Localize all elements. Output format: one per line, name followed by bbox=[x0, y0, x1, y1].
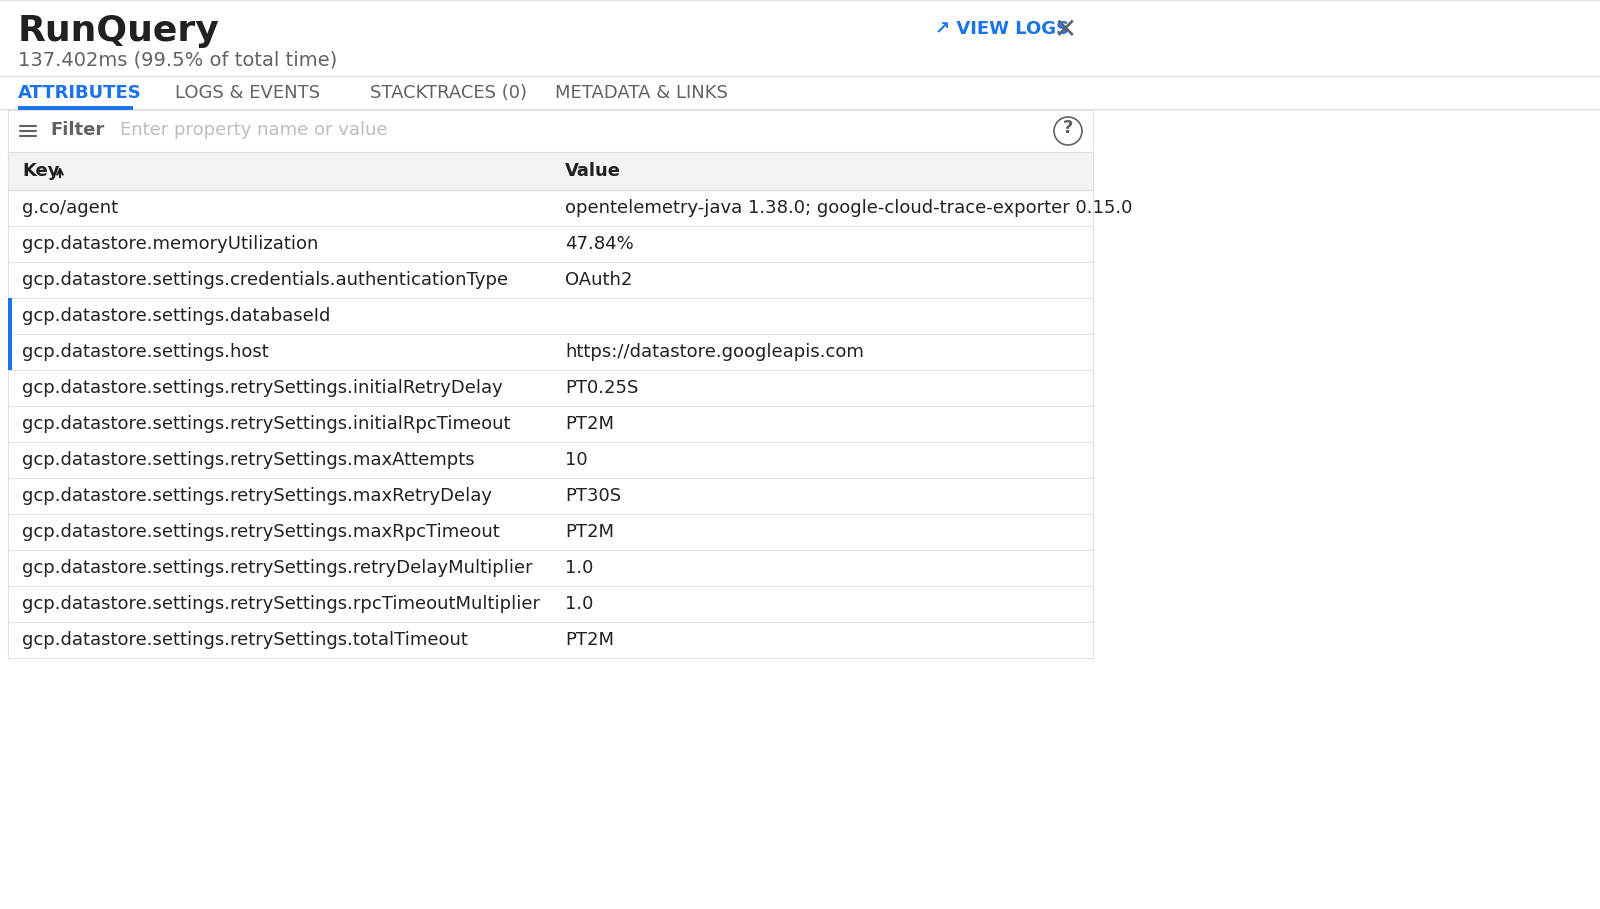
Text: 1.0: 1.0 bbox=[565, 559, 594, 577]
Bar bbox=[8, 370, 1093, 406]
Text: gcp.datastore.settings.retrySettings.initialRpcTimeout: gcp.datastore.settings.retrySettings.ini… bbox=[22, 415, 510, 433]
Bar bbox=[8, 262, 1093, 298]
Circle shape bbox=[1054, 117, 1082, 145]
Text: ✕: ✕ bbox=[1053, 16, 1077, 44]
Bar bbox=[8, 550, 1093, 586]
Bar bbox=[8, 110, 1093, 152]
Bar bbox=[8, 152, 1093, 190]
Text: gcp.datastore.settings.retrySettings.initialRetryDelay: gcp.datastore.settings.retrySettings.ini… bbox=[22, 379, 502, 397]
Text: gcp.datastore.settings.retrySettings.maxRpcTimeout: gcp.datastore.settings.retrySettings.max… bbox=[22, 523, 499, 541]
Text: PT30S: PT30S bbox=[565, 487, 621, 505]
Text: Enter property name or value: Enter property name or value bbox=[120, 121, 387, 139]
Text: gcp.datastore.settings.retrySettings.retryDelayMultiplier: gcp.datastore.settings.retrySettings.ret… bbox=[22, 559, 533, 577]
Text: 137.402ms (99.5% of total time): 137.402ms (99.5% of total time) bbox=[18, 50, 338, 69]
Text: gcp.datastore.memoryUtilization: gcp.datastore.memoryUtilization bbox=[22, 235, 318, 253]
Text: 10: 10 bbox=[565, 451, 587, 469]
Bar bbox=[8, 226, 1093, 262]
Bar bbox=[8, 514, 1093, 550]
Bar bbox=[8, 586, 1093, 622]
Bar bbox=[8, 334, 1093, 370]
Text: gcp.datastore.settings.host: gcp.datastore.settings.host bbox=[22, 343, 269, 361]
Text: PT0.25S: PT0.25S bbox=[565, 379, 638, 397]
Text: ATTRIBUTES: ATTRIBUTES bbox=[18, 84, 142, 102]
Bar bbox=[8, 298, 13, 334]
Text: 47.84%: 47.84% bbox=[565, 235, 634, 253]
Bar bbox=[8, 334, 13, 370]
Text: gcp.datastore.settings.databaseId: gcp.datastore.settings.databaseId bbox=[22, 307, 330, 325]
Text: ↗ VIEW LOGS: ↗ VIEW LOGS bbox=[934, 20, 1069, 38]
Bar bbox=[8, 406, 1093, 442]
Text: opentelemetry-java 1.38.0; google-cloud-trace-exporter 0.15.0: opentelemetry-java 1.38.0; google-cloud-… bbox=[565, 199, 1133, 217]
Text: 1.0: 1.0 bbox=[565, 595, 594, 613]
Text: STACKTRACES (0): STACKTRACES (0) bbox=[370, 84, 526, 102]
Text: Value: Value bbox=[565, 162, 621, 180]
Bar bbox=[8, 478, 1093, 514]
Bar bbox=[8, 298, 1093, 334]
Text: PT2M: PT2M bbox=[565, 631, 614, 649]
Text: PT2M: PT2M bbox=[565, 523, 614, 541]
Text: gcp.datastore.settings.retrySettings.totalTimeout: gcp.datastore.settings.retrySettings.tot… bbox=[22, 631, 467, 649]
Text: gcp.datastore.settings.retrySettings.rpcTimeoutMultiplier: gcp.datastore.settings.retrySettings.rpc… bbox=[22, 595, 541, 613]
Text: LOGS & EVENTS: LOGS & EVENTS bbox=[174, 84, 320, 102]
Text: RunQuery: RunQuery bbox=[18, 14, 219, 48]
Bar bbox=[8, 190, 1093, 226]
Text: Filter: Filter bbox=[50, 121, 104, 139]
Bar bbox=[8, 442, 1093, 478]
Text: OAuth2: OAuth2 bbox=[565, 271, 632, 289]
Text: PT2M: PT2M bbox=[565, 415, 614, 433]
Text: https://datastore.googleapis.com: https://datastore.googleapis.com bbox=[565, 343, 864, 361]
Text: METADATA & LINKS: METADATA & LINKS bbox=[555, 84, 728, 102]
Text: gcp.datastore.settings.retrySettings.maxRetryDelay: gcp.datastore.settings.retrySettings.max… bbox=[22, 487, 493, 505]
Text: g.co/agent: g.co/agent bbox=[22, 199, 118, 217]
Bar bbox=[8, 622, 1093, 658]
Text: gcp.datastore.settings.credentials.authenticationType: gcp.datastore.settings.credentials.authe… bbox=[22, 271, 509, 289]
Text: Key: Key bbox=[22, 162, 59, 180]
Text: gcp.datastore.settings.retrySettings.maxAttempts: gcp.datastore.settings.retrySettings.max… bbox=[22, 451, 475, 469]
Text: ?: ? bbox=[1062, 119, 1074, 137]
